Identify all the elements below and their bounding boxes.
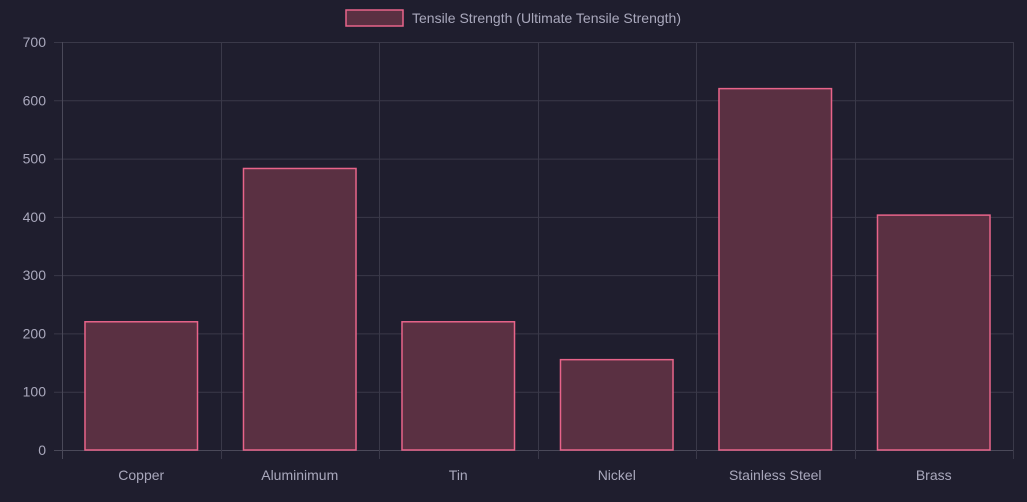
x-tick-label: Stainless Steel xyxy=(729,467,822,483)
bar-copper[interactable] xyxy=(84,321,199,451)
y-tick-label: 200 xyxy=(23,325,47,341)
bar-stainless-steel[interactable] xyxy=(718,87,833,451)
x-tick-label: Aluminimum xyxy=(261,467,338,483)
y-tick-label: 600 xyxy=(23,92,47,108)
bars-layer xyxy=(84,87,991,451)
y-tick-label: 100 xyxy=(23,384,47,400)
bar-nickel[interactable] xyxy=(559,358,674,451)
x-tick-label: Brass xyxy=(916,467,952,483)
y-tick-label: 300 xyxy=(23,267,47,283)
x-axis: Copper Aluminimum Tin Nickel Stainless Steel… xyxy=(118,467,951,483)
bar-aluminimum[interactable] xyxy=(242,167,357,451)
y-tick-label: 400 xyxy=(23,209,47,225)
grid-layer xyxy=(54,42,1014,459)
bar-tin[interactable] xyxy=(401,321,516,451)
y-tick-label: 700 xyxy=(23,34,47,50)
legend-swatch[interactable] xyxy=(345,9,404,27)
legend[interactable]: Tensile Strength (Ultimate Tensile Stren… xyxy=(345,9,681,27)
y-tick-label: 500 xyxy=(23,151,47,167)
bar-brass[interactable] xyxy=(876,214,991,451)
y-axis: 0 100 200 300 400 500 600 700 xyxy=(23,34,47,458)
x-tick-label: Tin xyxy=(449,467,468,483)
y-tick-label: 0 xyxy=(38,442,46,458)
x-tick-label: Nickel xyxy=(598,467,636,483)
x-tick-label: Copper xyxy=(118,467,164,483)
legend-label[interactable]: Tensile Strength (Ultimate Tensile Stren… xyxy=(412,10,681,26)
